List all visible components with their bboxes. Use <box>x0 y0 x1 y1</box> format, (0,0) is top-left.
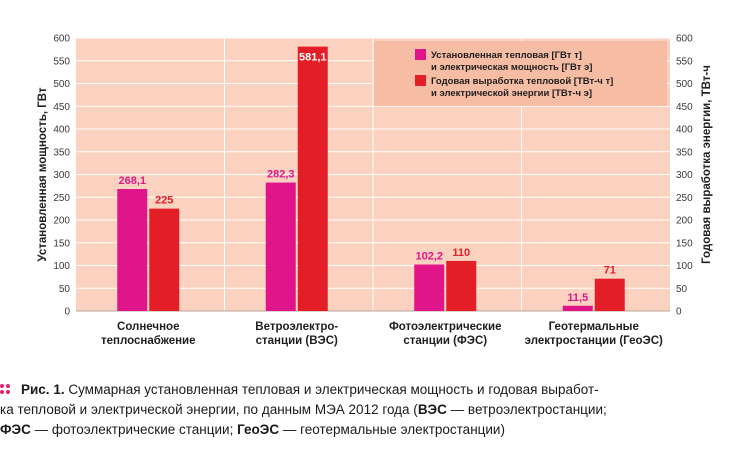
caption-line-2: ка тепловой и электрической энергии, по … <box>0 400 746 420</box>
y-axis-right-ticks: 0 50 100 150 200 250 300 350 400 450 500 550 600 <box>676 34 693 318</box>
y-tick-right: 250 <box>676 193 693 204</box>
caption-text-3b: — геотермальные электростанции) <box>279 422 505 437</box>
legend-label: Годовая выработка тепловой [ТВт-ч т] и эл… <box>431 76 613 99</box>
y-tick-right: 600 <box>676 34 693 45</box>
bar-series1 <box>562 305 593 311</box>
y-tick-left: 0 <box>64 307 70 318</box>
caption-text-2a: ка тепловой и электрической энергии, по … <box>0 402 418 417</box>
caption-line-3: ФЭС — фотоэлектрические станции; ГеоЭС —… <box>0 420 746 440</box>
y-axis-right-title: Годовая выработка энергии, ТВт-ч <box>701 65 713 264</box>
y-tick-right: 300 <box>676 170 693 181</box>
y-tick-left: 50 <box>59 284 71 295</box>
x-tick-label: Ветроэлектро-станции (ВЭС) <box>255 321 338 347</box>
y-tick-right: 450 <box>676 102 693 113</box>
y-tick-left: 250 <box>53 193 70 204</box>
y-tick-left: 100 <box>53 261 70 272</box>
caption-figure-number: Рис. 1. <box>21 382 65 397</box>
data-label: 282,3 <box>267 169 295 181</box>
y-tick-right: 400 <box>676 125 693 136</box>
y-tick-right: 0 <box>676 307 682 318</box>
y-tick-right: 100 <box>676 261 693 272</box>
x-tick-label: Фотоэлектрические станции (ФЭС) <box>389 321 502 347</box>
bar-series2 <box>594 278 625 311</box>
y-tick-left: 600 <box>53 34 70 45</box>
bar-series1 <box>265 182 296 311</box>
x-tick-label: Геотермальные электростанции (ГеоЭС) <box>525 321 663 347</box>
legend-swatch <box>415 75 426 86</box>
y-tick-right: 50 <box>676 284 688 295</box>
y-tick-right: 200 <box>676 216 693 227</box>
bar-series2 <box>446 260 477 311</box>
caption-abbr-fes: ФЭС <box>0 422 31 437</box>
caption-text-2b: — ветроэлектростанции; <box>446 402 607 417</box>
data-label: 102,2 <box>415 250 443 262</box>
caption-line-1: Рис. 1. Суммарная установленная тепловая… <box>0 380 746 400</box>
y-tick-left: 550 <box>53 56 70 67</box>
data-label: 268,1 <box>118 175 146 187</box>
bar-series2 <box>149 208 180 311</box>
x-axis-categories: Солнечное теплоснабжение Ветроэлектро-стан… <box>101 321 663 347</box>
y-tick-right: 150 <box>676 238 693 249</box>
y-tick-left: 150 <box>53 238 70 249</box>
legend-label: Установленная тепловая [ГВт т] и электрич… <box>431 50 592 73</box>
y-tick-right: 550 <box>676 56 693 67</box>
data-label: 581,1 <box>299 52 327 64</box>
y-tick-right: 350 <box>676 147 693 158</box>
x-tick-label: Солнечное теплоснабжение <box>101 321 196 347</box>
y-tick-right: 500 <box>676 79 693 90</box>
legend-swatch <box>415 49 426 60</box>
y-axis-left-title: Установленная мощность, ГВт <box>37 87 49 262</box>
y-tick-left: 500 <box>53 79 70 90</box>
bar-series1 <box>414 264 445 311</box>
caption-abbr-ves: ВЭС <box>417 402 447 417</box>
data-label: 11,5 <box>567 292 588 304</box>
caption-abbr-geoes: ГеоЭС <box>237 422 280 437</box>
caption-bullet-icon <box>0 384 12 395</box>
bar-series2 <box>297 46 328 312</box>
y-axis-left-ticks: 0 50 100 150 200 250 300 350 400 450 500 550 600 <box>53 34 70 318</box>
chart-area: 268,1 225 282,3 581,1 102,2 110 11,5 71 0 50 100 1… <box>37 34 713 348</box>
legend: Установленная тепловая [ГВт т] и электрич… <box>415 49 613 99</box>
data-label: 110 <box>452 247 470 259</box>
y-tick-left: 350 <box>53 147 70 158</box>
data-label: 71 <box>604 265 616 277</box>
data-label: 225 <box>155 195 173 207</box>
figure-caption: Рис. 1. Суммарная установленная тепловая… <box>0 380 746 440</box>
bar-series1 <box>117 189 148 311</box>
caption-text-1: Суммарная установленная тепловая и элект… <box>64 382 599 397</box>
y-tick-left: 200 <box>53 216 70 227</box>
caption-text-3a: — фотоэлектрические станции; <box>30 422 238 437</box>
bars <box>117 46 625 312</box>
y-tick-left: 300 <box>53 170 70 181</box>
value-labels: 268,1 225 282,3 581,1 102,2 110 11,5 71 <box>118 52 615 304</box>
y-tick-left: 450 <box>53 102 70 113</box>
y-tick-left: 400 <box>53 125 70 136</box>
